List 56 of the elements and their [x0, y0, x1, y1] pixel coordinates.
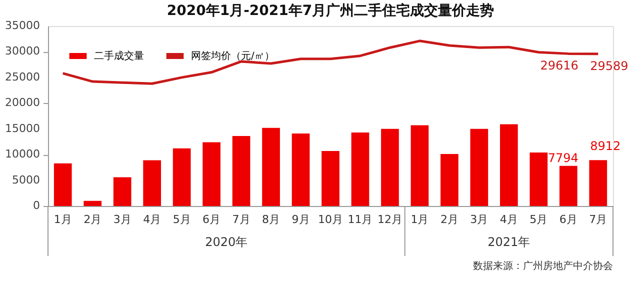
- x-tick-label: 1月: [54, 213, 72, 226]
- bar: [84, 200, 102, 206]
- legend-label: 网签均价（元/㎡）: [191, 50, 274, 62]
- bar: [440, 154, 458, 206]
- bar: [410, 125, 429, 206]
- x-tick-label: 11月: [348, 213, 373, 226]
- y-tick-label: 15000: [5, 122, 40, 135]
- y-tick-label: 30000: [5, 44, 40, 58]
- x-tick-label: 6月: [559, 213, 578, 226]
- x-tick-label: 3月: [113, 213, 132, 226]
- x-tick-label: 4月: [500, 213, 518, 226]
- bar: [202, 142, 220, 206]
- bar: [172, 148, 191, 206]
- bar: [262, 128, 280, 206]
- y-tick-label: 0: [33, 199, 40, 212]
- y-tick-label: 25000: [5, 70, 40, 84]
- bar: [143, 160, 161, 206]
- data-label: 29589: [590, 58, 628, 73]
- x-tick-label: 10月: [318, 213, 343, 226]
- data-label: 29616: [540, 58, 578, 73]
- bar: [381, 128, 399, 206]
- x-tick-label: 7月: [589, 213, 608, 226]
- source-note: 数据来源：广州房地产中介协会: [473, 260, 613, 272]
- y-tick-label: 10000: [5, 148, 40, 161]
- x-tick-label: 5月: [530, 213, 548, 226]
- bar: [232, 136, 250, 206]
- bar: [559, 166, 578, 206]
- x-tick-label: 2月: [84, 213, 102, 226]
- x-tick-label: 8月: [262, 213, 280, 226]
- bar: [589, 160, 608, 206]
- bar: [530, 152, 548, 206]
- bar: [351, 132, 370, 206]
- bar: [470, 128, 488, 206]
- bar: [292, 133, 310, 206]
- legend-label: 二手成交量: [94, 50, 144, 62]
- x-tick-label: 9月: [292, 213, 310, 226]
- x-tick-label: 7月: [232, 213, 250, 226]
- bar: [113, 177, 132, 206]
- x-tick-label: 12月: [377, 213, 402, 226]
- text: 2020年: [205, 235, 248, 249]
- y-tick-label: 5000: [12, 173, 40, 186]
- x-tick-label: 3月: [470, 213, 488, 226]
- bar: [54, 163, 72, 206]
- x-tick-label: 1月: [410, 213, 429, 226]
- data-label: 7794: [548, 150, 578, 165]
- chart-title: 2020年1月-2021年7月广州二手住宅成交量价走势: [166, 2, 494, 19]
- x-tick-label: 4月: [143, 213, 162, 226]
- bar: [500, 124, 518, 206]
- bar: [322, 150, 340, 206]
- x-tick-label: 2月: [440, 213, 458, 226]
- x-tick-label: 5月: [172, 213, 191, 226]
- x-tick-label: 6月: [202, 213, 221, 226]
- y-tick-label: 35000: [5, 19, 40, 32]
- y-tick-label: 20000: [5, 96, 40, 110]
- data-label: 8912: [590, 139, 621, 154]
- text: 2021年: [488, 235, 530, 249]
